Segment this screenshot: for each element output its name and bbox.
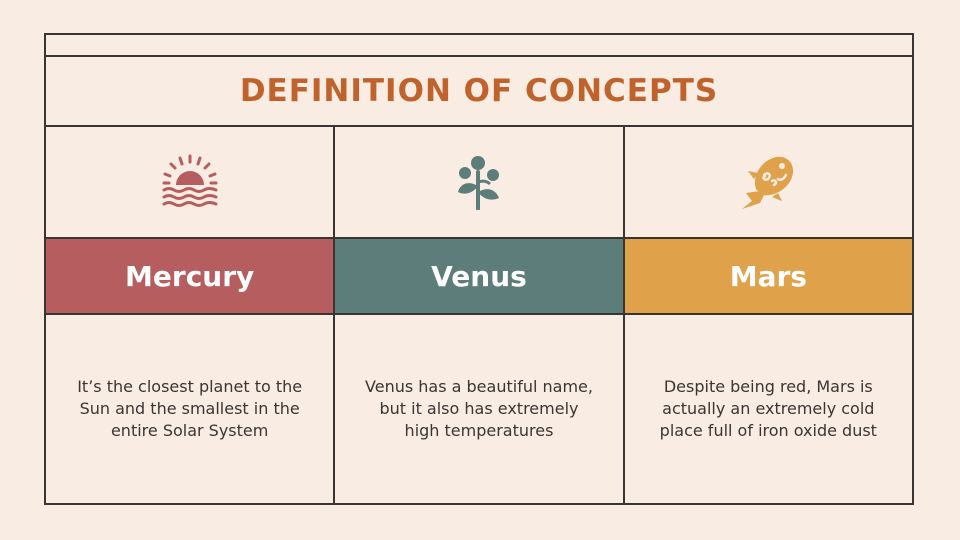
- icon-cell: [335, 127, 623, 239]
- name-band-venus: Venus: [335, 239, 623, 315]
- icon-cell: [46, 127, 334, 239]
- sunset-icon: [162, 154, 218, 207]
- icon-cell: [624, 127, 912, 239]
- concept-name: Mars: [729, 259, 807, 293]
- page-title: DEFINITION OF CONCEPTS: [239, 73, 719, 109]
- concept-description: Despite being red, Mars is actually an e…: [659, 377, 877, 440]
- column-mercury: Mercury It’s the closest planet to the S…: [46, 127, 336, 503]
- concepts-table: DEFINITION OF CONCEPTS: [44, 33, 914, 505]
- concept-name: Venus: [431, 259, 527, 293]
- description-cell: Venus has a beautiful name, but it also …: [335, 315, 622, 503]
- top-strip: [46, 35, 912, 57]
- name-band-mercury: Mercury: [46, 239, 334, 315]
- description-cell: It’s the closest planet to the Sun and t…: [46, 315, 333, 503]
- column-venus: Venus Venus has a beautiful name, but it…: [335, 127, 625, 503]
- description-cell: Despite being red, Mars is actually an e…: [625, 315, 912, 503]
- concept-name: Mercury: [125, 259, 255, 293]
- concept-description: Venus has a beautiful name, but it also …: [365, 377, 593, 440]
- column-mars: Mars Despite being red, Mars is actually…: [624, 127, 912, 503]
- name-band-mars: Mars: [624, 239, 912, 315]
- plant-icon: [457, 156, 499, 210]
- concept-description: It’s the closest planet to the Sun and t…: [77, 377, 303, 440]
- fish-icon: [742, 156, 794, 209]
- title-row: DEFINITION OF CONCEPTS: [46, 57, 912, 127]
- columns: Mercury It’s the closest planet to the S…: [46, 127, 912, 503]
